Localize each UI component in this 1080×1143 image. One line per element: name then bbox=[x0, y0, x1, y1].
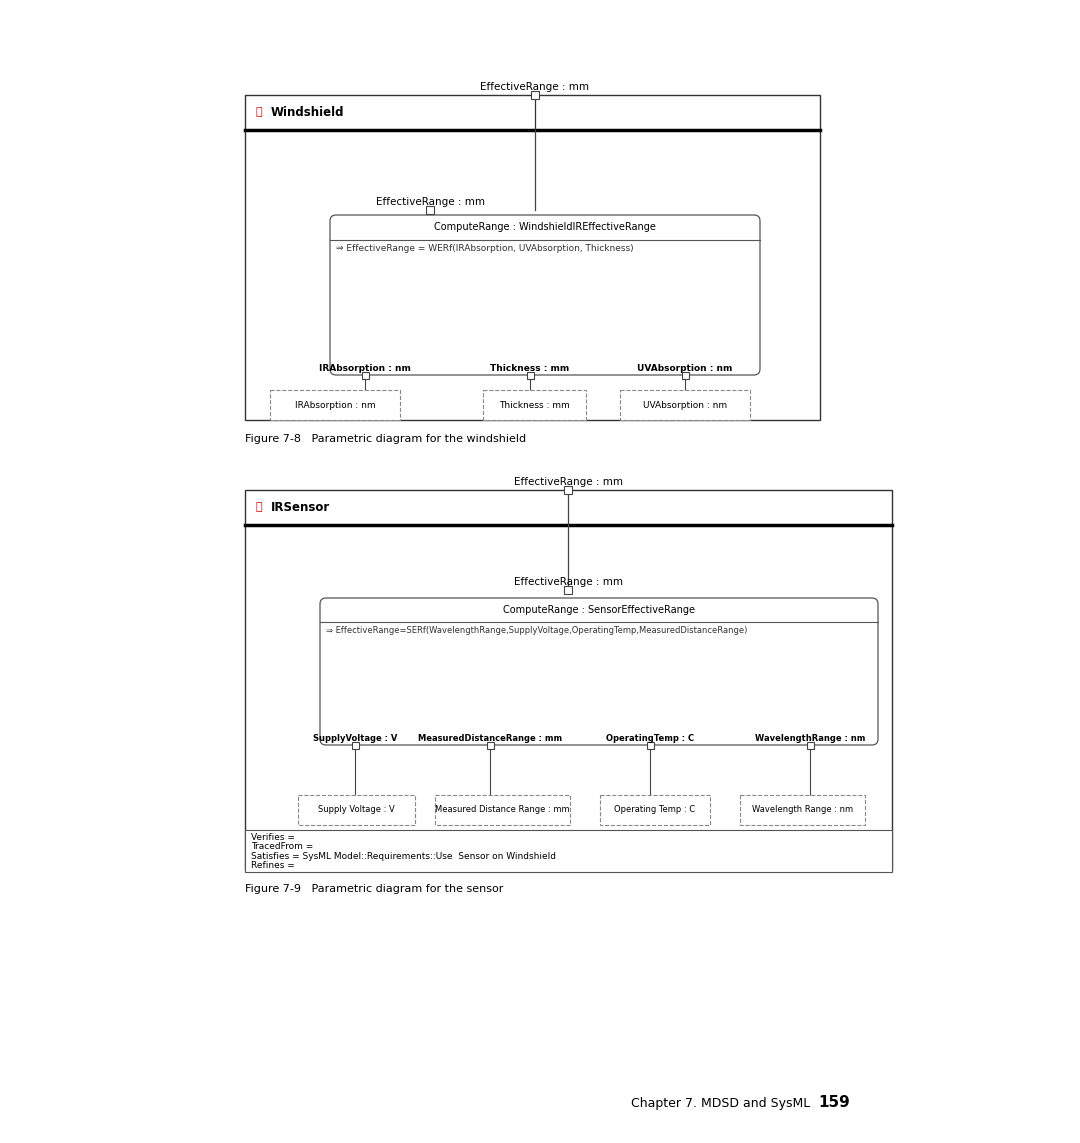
Bar bbox=[270, 390, 400, 419]
Text: Ⓑ: Ⓑ bbox=[255, 503, 261, 512]
Text: Ⓑ: Ⓑ bbox=[255, 107, 261, 118]
Text: Refines =: Refines = bbox=[251, 861, 295, 870]
Text: WavelengthRange : nm: WavelengthRange : nm bbox=[755, 734, 865, 743]
Text: Figure 7-9   Parametric diagram for the sensor: Figure 7-9 Parametric diagram for the se… bbox=[245, 884, 503, 894]
Text: Thickness : mm: Thickness : mm bbox=[499, 400, 570, 409]
Bar bbox=[564, 586, 572, 594]
Bar bbox=[435, 796, 570, 825]
Bar bbox=[681, 371, 689, 378]
Text: UVAbsorption : nm: UVAbsorption : nm bbox=[637, 363, 732, 373]
Text: TracedFrom =: TracedFrom = bbox=[251, 842, 313, 852]
Bar bbox=[527, 371, 534, 378]
Bar bbox=[740, 796, 865, 825]
Text: EffectiveRange : mm: EffectiveRange : mm bbox=[513, 477, 622, 487]
Text: IRAbsorption : nm: IRAbsorption : nm bbox=[295, 400, 376, 409]
Bar bbox=[245, 490, 892, 870]
Text: ⇒ EffectiveRange = WERf(IRAbsorption, UVAbsorption, Thickness): ⇒ EffectiveRange = WERf(IRAbsorption, UV… bbox=[336, 243, 634, 253]
Text: OperatingTemp : C: OperatingTemp : C bbox=[606, 734, 694, 743]
Text: EffectiveRange : mm: EffectiveRange : mm bbox=[376, 197, 485, 207]
Bar bbox=[807, 742, 813, 749]
Bar bbox=[564, 486, 572, 494]
Text: IRSensor: IRSensor bbox=[271, 501, 330, 514]
Text: EffectiveRange : mm: EffectiveRange : mm bbox=[481, 82, 590, 91]
Bar bbox=[426, 206, 434, 214]
Text: Windshield: Windshield bbox=[271, 106, 345, 119]
Text: ComputeRange : SensorEffectiveRange: ComputeRange : SensorEffectiveRange bbox=[503, 605, 696, 615]
FancyBboxPatch shape bbox=[320, 598, 878, 745]
Bar bbox=[620, 390, 750, 419]
Text: UVAbsorption : nm: UVAbsorption : nm bbox=[643, 400, 727, 409]
Bar bbox=[351, 742, 359, 749]
Text: MeasuredDistanceRange : mm: MeasuredDistanceRange : mm bbox=[418, 734, 562, 743]
Text: Supply Voltage : V: Supply Voltage : V bbox=[319, 806, 395, 815]
Bar bbox=[245, 830, 892, 872]
Text: Wavelength Range : nm: Wavelength Range : nm bbox=[752, 806, 853, 815]
Text: Figure 7-8   Parametric diagram for the windshield: Figure 7-8 Parametric diagram for the wi… bbox=[245, 434, 526, 443]
Text: Operating Temp : C: Operating Temp : C bbox=[615, 806, 696, 815]
Text: ComputeRange : WindshieldIREffectiveRange: ComputeRange : WindshieldIREffectiveRang… bbox=[434, 223, 656, 232]
Bar bbox=[600, 796, 710, 825]
Bar bbox=[647, 742, 653, 749]
Bar bbox=[362, 371, 368, 378]
Bar bbox=[483, 390, 586, 419]
Bar bbox=[531, 91, 539, 99]
Text: Satisfies = SysML Model::Requirements::Use  Sensor on Windshield: Satisfies = SysML Model::Requirements::U… bbox=[251, 852, 556, 861]
Text: EffectiveRange : mm: EffectiveRange : mm bbox=[513, 577, 622, 588]
Text: ⇒ EffectiveRange=SERf(WavelengthRange,SupplyVoltage,OperatingTemp,MeasuredDistan: ⇒ EffectiveRange=SERf(WavelengthRange,Su… bbox=[326, 626, 747, 636]
Text: Measured Distance Range : mm: Measured Distance Range : mm bbox=[435, 806, 570, 815]
FancyBboxPatch shape bbox=[330, 215, 760, 375]
Bar bbox=[298, 796, 415, 825]
Text: Verifies =: Verifies = bbox=[251, 833, 295, 842]
Text: Chapter 7. MDSD and SysML: Chapter 7. MDSD and SysML bbox=[631, 1097, 810, 1110]
Text: 159: 159 bbox=[818, 1095, 850, 1110]
Text: SupplyVoltage : V: SupplyVoltage : V bbox=[313, 734, 397, 743]
Text: IRAbsorption : nm: IRAbsorption : nm bbox=[319, 363, 410, 373]
Bar bbox=[245, 95, 820, 419]
Text: Thickness : mm: Thickness : mm bbox=[490, 363, 569, 373]
Bar bbox=[486, 742, 494, 749]
